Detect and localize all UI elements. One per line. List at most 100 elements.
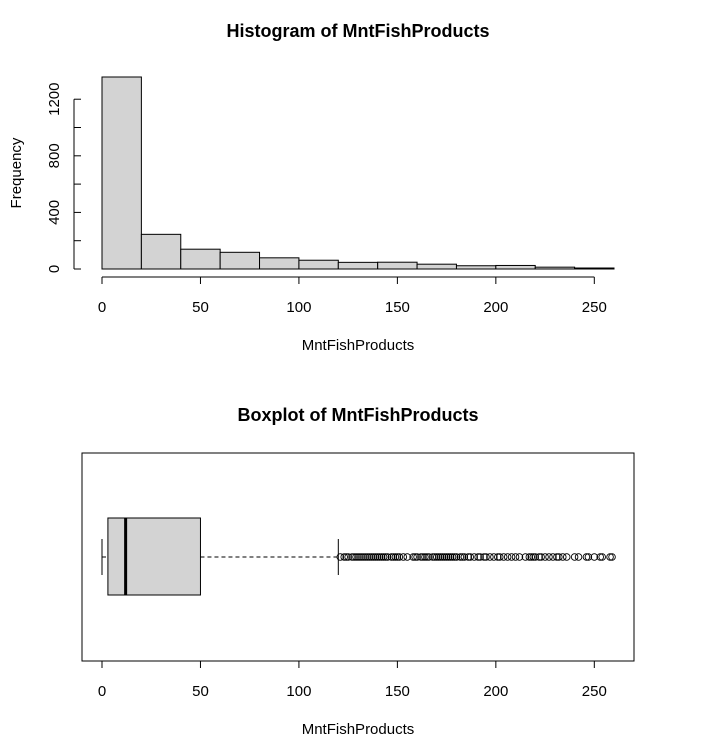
boxplot-outlier-point xyxy=(476,553,484,561)
boxplot-outlier-point xyxy=(444,553,453,561)
boxplot-outlier-point xyxy=(458,553,467,561)
boxplot-outlier-point xyxy=(464,553,473,561)
boxplot-outlier-point xyxy=(515,553,524,561)
boxplot-outlier-point xyxy=(507,553,516,561)
boxplot-panel: Boxplot of MntFishProducts MntFishProduc… xyxy=(81,405,635,738)
boxplot-outlier-point xyxy=(482,553,490,561)
histogram-x-axis: 0 50 100 150 200 250 xyxy=(98,276,607,316)
histogram-x-tick-label: 150 xyxy=(385,299,410,316)
boxplot-outlier-point xyxy=(496,553,504,561)
histogram-bar xyxy=(574,267,615,270)
histogram-bar xyxy=(416,263,457,270)
boxplot-x-tick-label: 200 xyxy=(483,683,508,700)
histogram-x-axis-label: MntFishProducts xyxy=(302,337,415,354)
boxplot-outlier-point xyxy=(541,553,549,561)
boxplot-outlier-point xyxy=(423,553,431,561)
histogram-title: Histogram of MntFishProducts xyxy=(226,21,489,41)
boxplot-outlier-point xyxy=(403,553,411,561)
boxplot-outlier-point xyxy=(391,553,400,561)
boxplot-outlier-point xyxy=(531,553,539,561)
histogram-bar xyxy=(219,251,261,270)
boxplot-outlier-point xyxy=(344,553,352,561)
boxplot-outlier-point xyxy=(370,553,378,561)
boxplot-outlier-point xyxy=(582,553,591,561)
histogram-y-tick-label: 800 xyxy=(46,143,63,168)
boxplot-outlier-point xyxy=(456,553,465,561)
histogram-x-tick-label: 250 xyxy=(582,299,607,316)
boxplot-x-tick-label: 0 xyxy=(98,683,106,700)
histogram-bar xyxy=(377,261,418,270)
histogram-bar xyxy=(298,259,339,270)
boxplot-outlier-point xyxy=(584,553,593,561)
boxplot-outlier-point xyxy=(490,553,498,561)
boxplot-body xyxy=(101,517,339,596)
boxplot-x-tick-label: 100 xyxy=(286,683,311,700)
boxplot-outlier-point xyxy=(474,553,482,561)
boxplot-outlier-point xyxy=(574,553,583,561)
boxplot-outlier-point xyxy=(377,553,386,561)
boxplot-outlier-point xyxy=(348,553,356,561)
histogram-x-tick-label: 100 xyxy=(286,299,311,316)
boxplot-x-tick-label: 50 xyxy=(192,683,209,700)
boxplot-outlier-point xyxy=(383,553,392,561)
boxplot-outlier-point xyxy=(419,553,427,561)
boxplot-outlier-point xyxy=(448,553,457,561)
boxplot-outlier-point xyxy=(417,553,425,561)
boxplot-outlier-point xyxy=(466,553,474,561)
boxplot-outlier-point xyxy=(529,553,538,561)
histogram-bar xyxy=(455,265,497,270)
boxplot-outlier-point xyxy=(342,553,350,561)
boxplot-outlier-point xyxy=(387,553,396,561)
boxplot-outlier-point xyxy=(366,553,374,561)
boxplot-outlier-point xyxy=(431,553,439,561)
boxplot-outlier-point xyxy=(545,553,553,561)
boxplot-outlier-point xyxy=(379,553,388,561)
boxplot-outlier-point xyxy=(606,553,614,561)
boxplot-outlier-point xyxy=(364,553,372,561)
boxplot-outlier-point xyxy=(409,553,417,561)
boxplot-outlier-point xyxy=(371,553,380,561)
histogram-bar xyxy=(140,233,182,270)
boxplot-outlier-point xyxy=(436,553,445,561)
histogram-bar xyxy=(337,261,379,270)
boxplot-outlier-point xyxy=(590,553,599,561)
boxplot-outlier-point xyxy=(373,553,382,561)
boxplot-outlier-point xyxy=(433,553,441,561)
boxplot-outlier-point xyxy=(413,553,421,561)
boxplot-outlier-point xyxy=(425,553,433,561)
boxplot-outlier-point xyxy=(362,553,370,561)
boxplot-outlier-point xyxy=(356,553,364,561)
boxplot-outlier-point xyxy=(434,553,443,561)
boxplot-outlier-point xyxy=(480,553,488,561)
boxplot-x-tick-label: 150 xyxy=(385,683,410,700)
boxplot-outlier-point xyxy=(354,553,362,561)
boxplot-x-tick-label: 250 xyxy=(582,683,607,700)
boxplot-title: Boxplot of MntFishProducts xyxy=(238,405,479,425)
histogram-bar xyxy=(101,76,142,270)
boxplot-outlier-point xyxy=(381,553,390,561)
histogram-x-tick-label: 200 xyxy=(483,299,508,316)
boxplot-outlier-point xyxy=(570,553,579,561)
boxplot-outlier-point xyxy=(450,553,459,561)
histogram-x-tick-label: 50 xyxy=(192,299,209,316)
boxplot-frame xyxy=(81,452,635,662)
histogram-bar xyxy=(534,266,576,270)
boxplot-outlier-point xyxy=(438,553,447,561)
boxplot-outlier-point xyxy=(395,553,404,561)
boxplot-outlier-point xyxy=(537,553,545,561)
histogram-y-axis-label: Frequency xyxy=(8,137,25,208)
boxplot-outlier-point xyxy=(399,553,408,561)
histogram-bar xyxy=(259,257,300,270)
boxplot-outlier-point xyxy=(352,553,360,561)
histogram-bar xyxy=(495,264,536,270)
boxplot-outlier-point xyxy=(446,553,455,561)
histogram-y-axis: 0 400 800 1200 xyxy=(46,83,81,273)
boxplot-outlier-point xyxy=(360,553,368,561)
boxplot-outlier-point xyxy=(562,553,571,561)
boxplot-x-axis: 0 50 100 150 200 250 xyxy=(98,661,607,700)
boxplot-outlier-point xyxy=(440,553,449,561)
boxplot-outlier-point xyxy=(389,553,398,561)
histogram-y-tick-label: 1200 xyxy=(46,83,63,116)
histogram-bar xyxy=(180,248,221,270)
